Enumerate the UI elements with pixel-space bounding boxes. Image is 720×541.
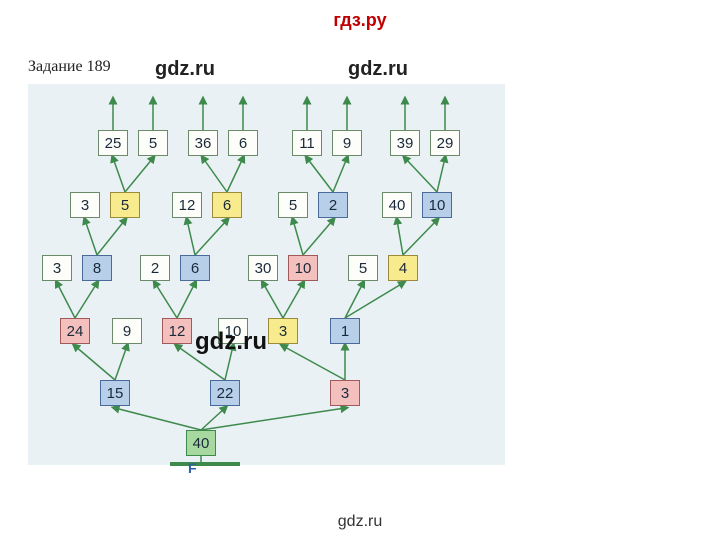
tree-node: 3 (268, 318, 298, 344)
tree-node: 40 (186, 430, 216, 456)
page-header: гдз.ру (0, 10, 720, 31)
tree-node: 3 (70, 192, 100, 218)
header-text: гдз.ру (333, 10, 386, 30)
tree-node: 5 (138, 130, 168, 156)
tree-node: 24 (60, 318, 90, 344)
tree-node: 39 (390, 130, 420, 156)
tree-node: 22 (210, 380, 240, 406)
tree-node: 3 (330, 380, 360, 406)
tree-node: 10 (288, 255, 318, 281)
tree-node: 10 (422, 192, 452, 218)
tree-node: 1 (330, 318, 360, 344)
tree-node: 29 (430, 130, 460, 156)
tree-node: 15 (100, 380, 130, 406)
tree-node: 9 (332, 130, 362, 156)
tree-node: 30 (248, 255, 278, 281)
root-underline (170, 462, 240, 466)
footer-text: gdz.ru (338, 513, 382, 530)
f-label: F (188, 460, 197, 476)
watermark: gdz.ru (195, 328, 267, 356)
tree-node: 6 (228, 130, 258, 156)
tree-node: 12 (172, 192, 202, 218)
tree-node: 2 (318, 192, 348, 218)
tree-node: 9 (112, 318, 142, 344)
tree-node: 5 (348, 255, 378, 281)
watermark: gdz.ru (348, 58, 408, 81)
tree-node: 5 (278, 192, 308, 218)
tree-node: 8 (82, 255, 112, 281)
tree-node: 12 (162, 318, 192, 344)
task-label: Задание 189 (28, 58, 111, 76)
tree-node: 4 (388, 255, 418, 281)
tree-node: 2 (140, 255, 170, 281)
tree-node: 36 (188, 130, 218, 156)
tree-node: 11 (292, 130, 322, 156)
tree-node: 3 (42, 255, 72, 281)
tree-node: 40 (382, 192, 412, 218)
tree-node: 5 (110, 192, 140, 218)
tree-node: 6 (212, 192, 242, 218)
watermark: gdz.ru (155, 58, 215, 81)
page-footer: gdz.ru (0, 513, 720, 531)
tree-node: 25 (98, 130, 128, 156)
tree-node: 6 (180, 255, 210, 281)
